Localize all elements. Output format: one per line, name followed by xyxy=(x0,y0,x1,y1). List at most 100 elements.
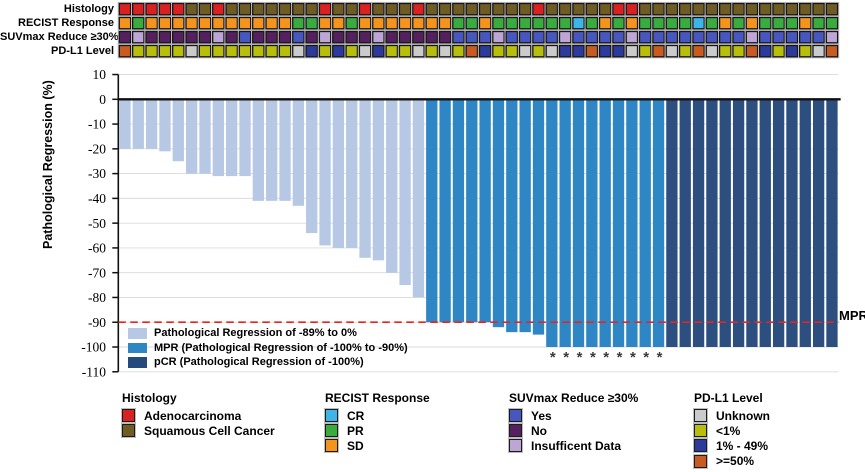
histology-square xyxy=(772,2,785,16)
histology-square xyxy=(131,2,145,16)
regression-bar xyxy=(706,99,718,347)
recist-square xyxy=(772,16,785,30)
y-tick-label: -30 xyxy=(88,166,106,181)
suvmax-square xyxy=(385,30,399,44)
regression-bar xyxy=(679,99,691,347)
recist-square xyxy=(625,16,639,30)
legend-swatch xyxy=(693,453,708,469)
pdl1-square xyxy=(585,44,599,58)
legend-swatch xyxy=(693,438,708,454)
recist-square xyxy=(825,16,839,30)
legend-item: No xyxy=(508,423,638,439)
recist-square xyxy=(398,16,412,30)
pdl1-square xyxy=(372,44,385,58)
track-label-recist: RECIST Response xyxy=(18,16,114,29)
suvmax-square xyxy=(452,30,465,44)
y-tick-label: 0 xyxy=(99,92,106,107)
pdl1-square xyxy=(305,44,319,58)
recist-square xyxy=(692,16,705,30)
histology-square xyxy=(705,2,719,16)
histology-square xyxy=(532,2,545,16)
legend-row-mpr: MPR (Pathological Regression of -100% to… xyxy=(128,341,408,356)
legend-item: Yes xyxy=(508,408,638,424)
regression-bar xyxy=(546,99,558,347)
legend-item: <1% xyxy=(693,423,770,439)
suvmax-square xyxy=(718,30,732,44)
recist-square xyxy=(492,16,505,30)
histology-square xyxy=(465,2,479,16)
suvmax-square xyxy=(745,30,759,44)
legend-title: SUVmax Reduce ≥30% xyxy=(509,391,639,405)
histology-square xyxy=(518,2,532,16)
histology-square xyxy=(505,2,519,16)
regression-bar xyxy=(599,99,611,347)
histology-square xyxy=(318,2,332,16)
suvmax-square xyxy=(492,30,505,44)
suvmax-square xyxy=(212,30,225,44)
histology-square xyxy=(412,2,425,16)
regression-bar xyxy=(452,99,465,323)
suvmax-square xyxy=(265,30,278,44)
regression-bar xyxy=(786,99,798,347)
pcr-swatch xyxy=(128,357,147,368)
pdl1-square xyxy=(398,44,412,58)
pdl1-square xyxy=(265,44,278,58)
recist-square xyxy=(172,16,185,30)
suvmax-square xyxy=(225,30,238,44)
regression-bar xyxy=(772,99,785,347)
regression-bar xyxy=(332,99,345,248)
pdl1-square xyxy=(598,44,612,58)
regression-bar xyxy=(159,99,171,152)
legend-row-label: pCR (Pathological Regression of -100%) xyxy=(154,356,364,369)
suvmax-square xyxy=(292,30,305,44)
legend-item-label: <1% xyxy=(716,423,741,438)
recist-square xyxy=(745,16,759,30)
histology-square xyxy=(652,2,665,16)
suvmax-square xyxy=(825,30,839,44)
legend-item-label: PR xyxy=(347,423,364,438)
legend-item-label: Unknown xyxy=(716,408,770,423)
regression-bar xyxy=(132,99,144,149)
pdl1-square xyxy=(158,44,172,58)
suvmax-square xyxy=(692,30,705,44)
histology-square xyxy=(598,2,612,16)
suvmax-square xyxy=(652,30,665,44)
legend-item: 1% - 49% xyxy=(693,438,770,454)
regression-bar xyxy=(212,99,224,177)
legend-swatch xyxy=(324,408,339,424)
histology-square xyxy=(398,2,412,16)
histology-square xyxy=(372,2,385,16)
suvmax-square xyxy=(145,30,158,44)
regression-bar xyxy=(279,99,291,201)
recist-square xyxy=(278,16,292,30)
bar-class-legend: Pathological Regression of -89% to 0% MP… xyxy=(128,326,408,370)
histology-square xyxy=(158,2,172,16)
suvmax-square xyxy=(412,30,425,44)
legend-item-label: No xyxy=(531,423,547,438)
pdl1-square xyxy=(505,44,519,58)
regression-bar xyxy=(252,99,264,201)
pdl1-square xyxy=(118,44,132,58)
legend-row-label: Pathological Regression of -89% to 0% xyxy=(154,327,357,340)
regression-bar xyxy=(359,99,371,258)
pdl1-square xyxy=(745,44,759,58)
legend-title: RECIST Response xyxy=(325,391,430,405)
histology-square xyxy=(678,2,692,16)
suvmax-square xyxy=(158,30,172,44)
recist-square xyxy=(145,16,158,30)
track-label-pdl1: PD-L1 Level xyxy=(51,44,114,57)
recist-square xyxy=(652,16,665,30)
regression-bar xyxy=(572,99,585,347)
legend-title: PD-L1 Level xyxy=(694,391,763,405)
regression-bar xyxy=(626,99,638,347)
recist-square xyxy=(225,16,238,30)
pdl1-square xyxy=(732,44,745,58)
asterisk-marker: * xyxy=(630,349,636,366)
legend-group-0: Histology Adenocarcinoma Squamous Cell Can… xyxy=(121,391,275,439)
pdl1-square xyxy=(625,44,639,58)
regression-bar xyxy=(306,99,318,234)
asterisk-marker: * xyxy=(603,349,609,366)
legend-item: CR xyxy=(324,408,430,424)
regression-bar xyxy=(186,99,198,174)
